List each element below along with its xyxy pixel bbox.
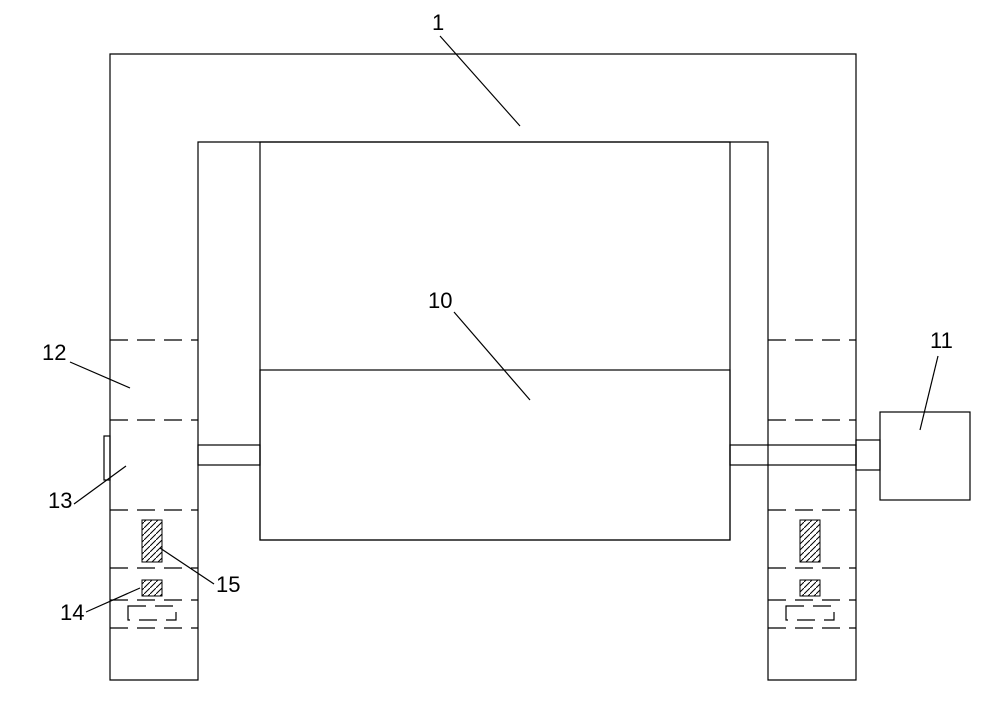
slot-lower-left <box>142 580 162 596</box>
label-1: 1 <box>432 10 444 35</box>
bracket-left <box>128 606 176 620</box>
leader-14 <box>86 588 140 612</box>
bracket-right <box>786 606 834 620</box>
left-tab <box>104 436 110 480</box>
leader-11 <box>920 356 938 430</box>
leader-12 <box>70 362 130 388</box>
motor-body <box>880 412 970 500</box>
label-14: 14 <box>60 600 84 625</box>
motor-stub <box>856 440 880 470</box>
label-11: 11 <box>930 328 953 353</box>
label-12: 12 <box>42 340 66 365</box>
label-13: 13 <box>48 488 72 513</box>
leader-1 <box>440 36 520 126</box>
shaft-right <box>730 445 856 465</box>
leader-10 <box>454 312 530 400</box>
inner-box <box>260 142 730 540</box>
slot-upper-right <box>800 520 820 562</box>
shaft-left <box>198 445 260 465</box>
leader-15 <box>160 548 214 584</box>
drum <box>260 370 730 540</box>
leader-13 <box>74 466 126 504</box>
slot-upper-left <box>142 520 162 562</box>
slot-lower-right <box>800 580 820 596</box>
label-10: 10 <box>428 288 452 313</box>
label-15: 15 <box>216 572 240 597</box>
